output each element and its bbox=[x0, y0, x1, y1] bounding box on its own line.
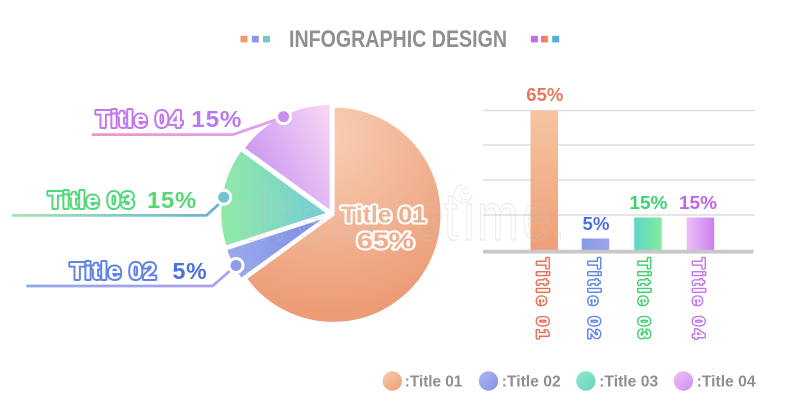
svg-text::Title 02: :Title 02 bbox=[502, 374, 561, 391]
svg-text::Title 03: :Title 03 bbox=[599, 374, 658, 391]
svg-text::Title 01: :Title 01 bbox=[405, 374, 463, 391]
svg-text:5%: 5% bbox=[583, 214, 610, 234]
svg-text:5%: 5% bbox=[173, 258, 208, 284]
svg-text:Title 02: Title 02 bbox=[70, 258, 157, 284]
svg-text:Title 01: Title 01 bbox=[533, 258, 552, 342]
svg-text:15%: 15% bbox=[629, 193, 667, 213]
svg-text:INFOGRAPHIC DESIGN: INFOGRAPHIC DESIGN bbox=[289, 26, 507, 53]
svg-text:Title 04: Title 04 bbox=[689, 258, 708, 342]
svg-text:15%: 15% bbox=[191, 106, 242, 132]
svg-text:Title 03: Title 03 bbox=[48, 187, 135, 213]
svg-text::Title 04: :Title 04 bbox=[697, 374, 756, 391]
svg-text:dreamstıme.: dreamstıme. bbox=[240, 179, 565, 255]
svg-text:Title 01: Title 01 bbox=[341, 202, 426, 228]
svg-text:Title 04: Title 04 bbox=[96, 106, 183, 132]
svg-text:65%: 65% bbox=[357, 228, 414, 254]
svg-text:Title 03: Title 03 bbox=[634, 258, 653, 342]
svg-text:Title 02: Title 02 bbox=[585, 258, 604, 342]
svg-text:15%: 15% bbox=[147, 187, 197, 213]
svg-text:65%: 65% bbox=[526, 85, 563, 105]
svg-text:15%: 15% bbox=[679, 193, 717, 213]
